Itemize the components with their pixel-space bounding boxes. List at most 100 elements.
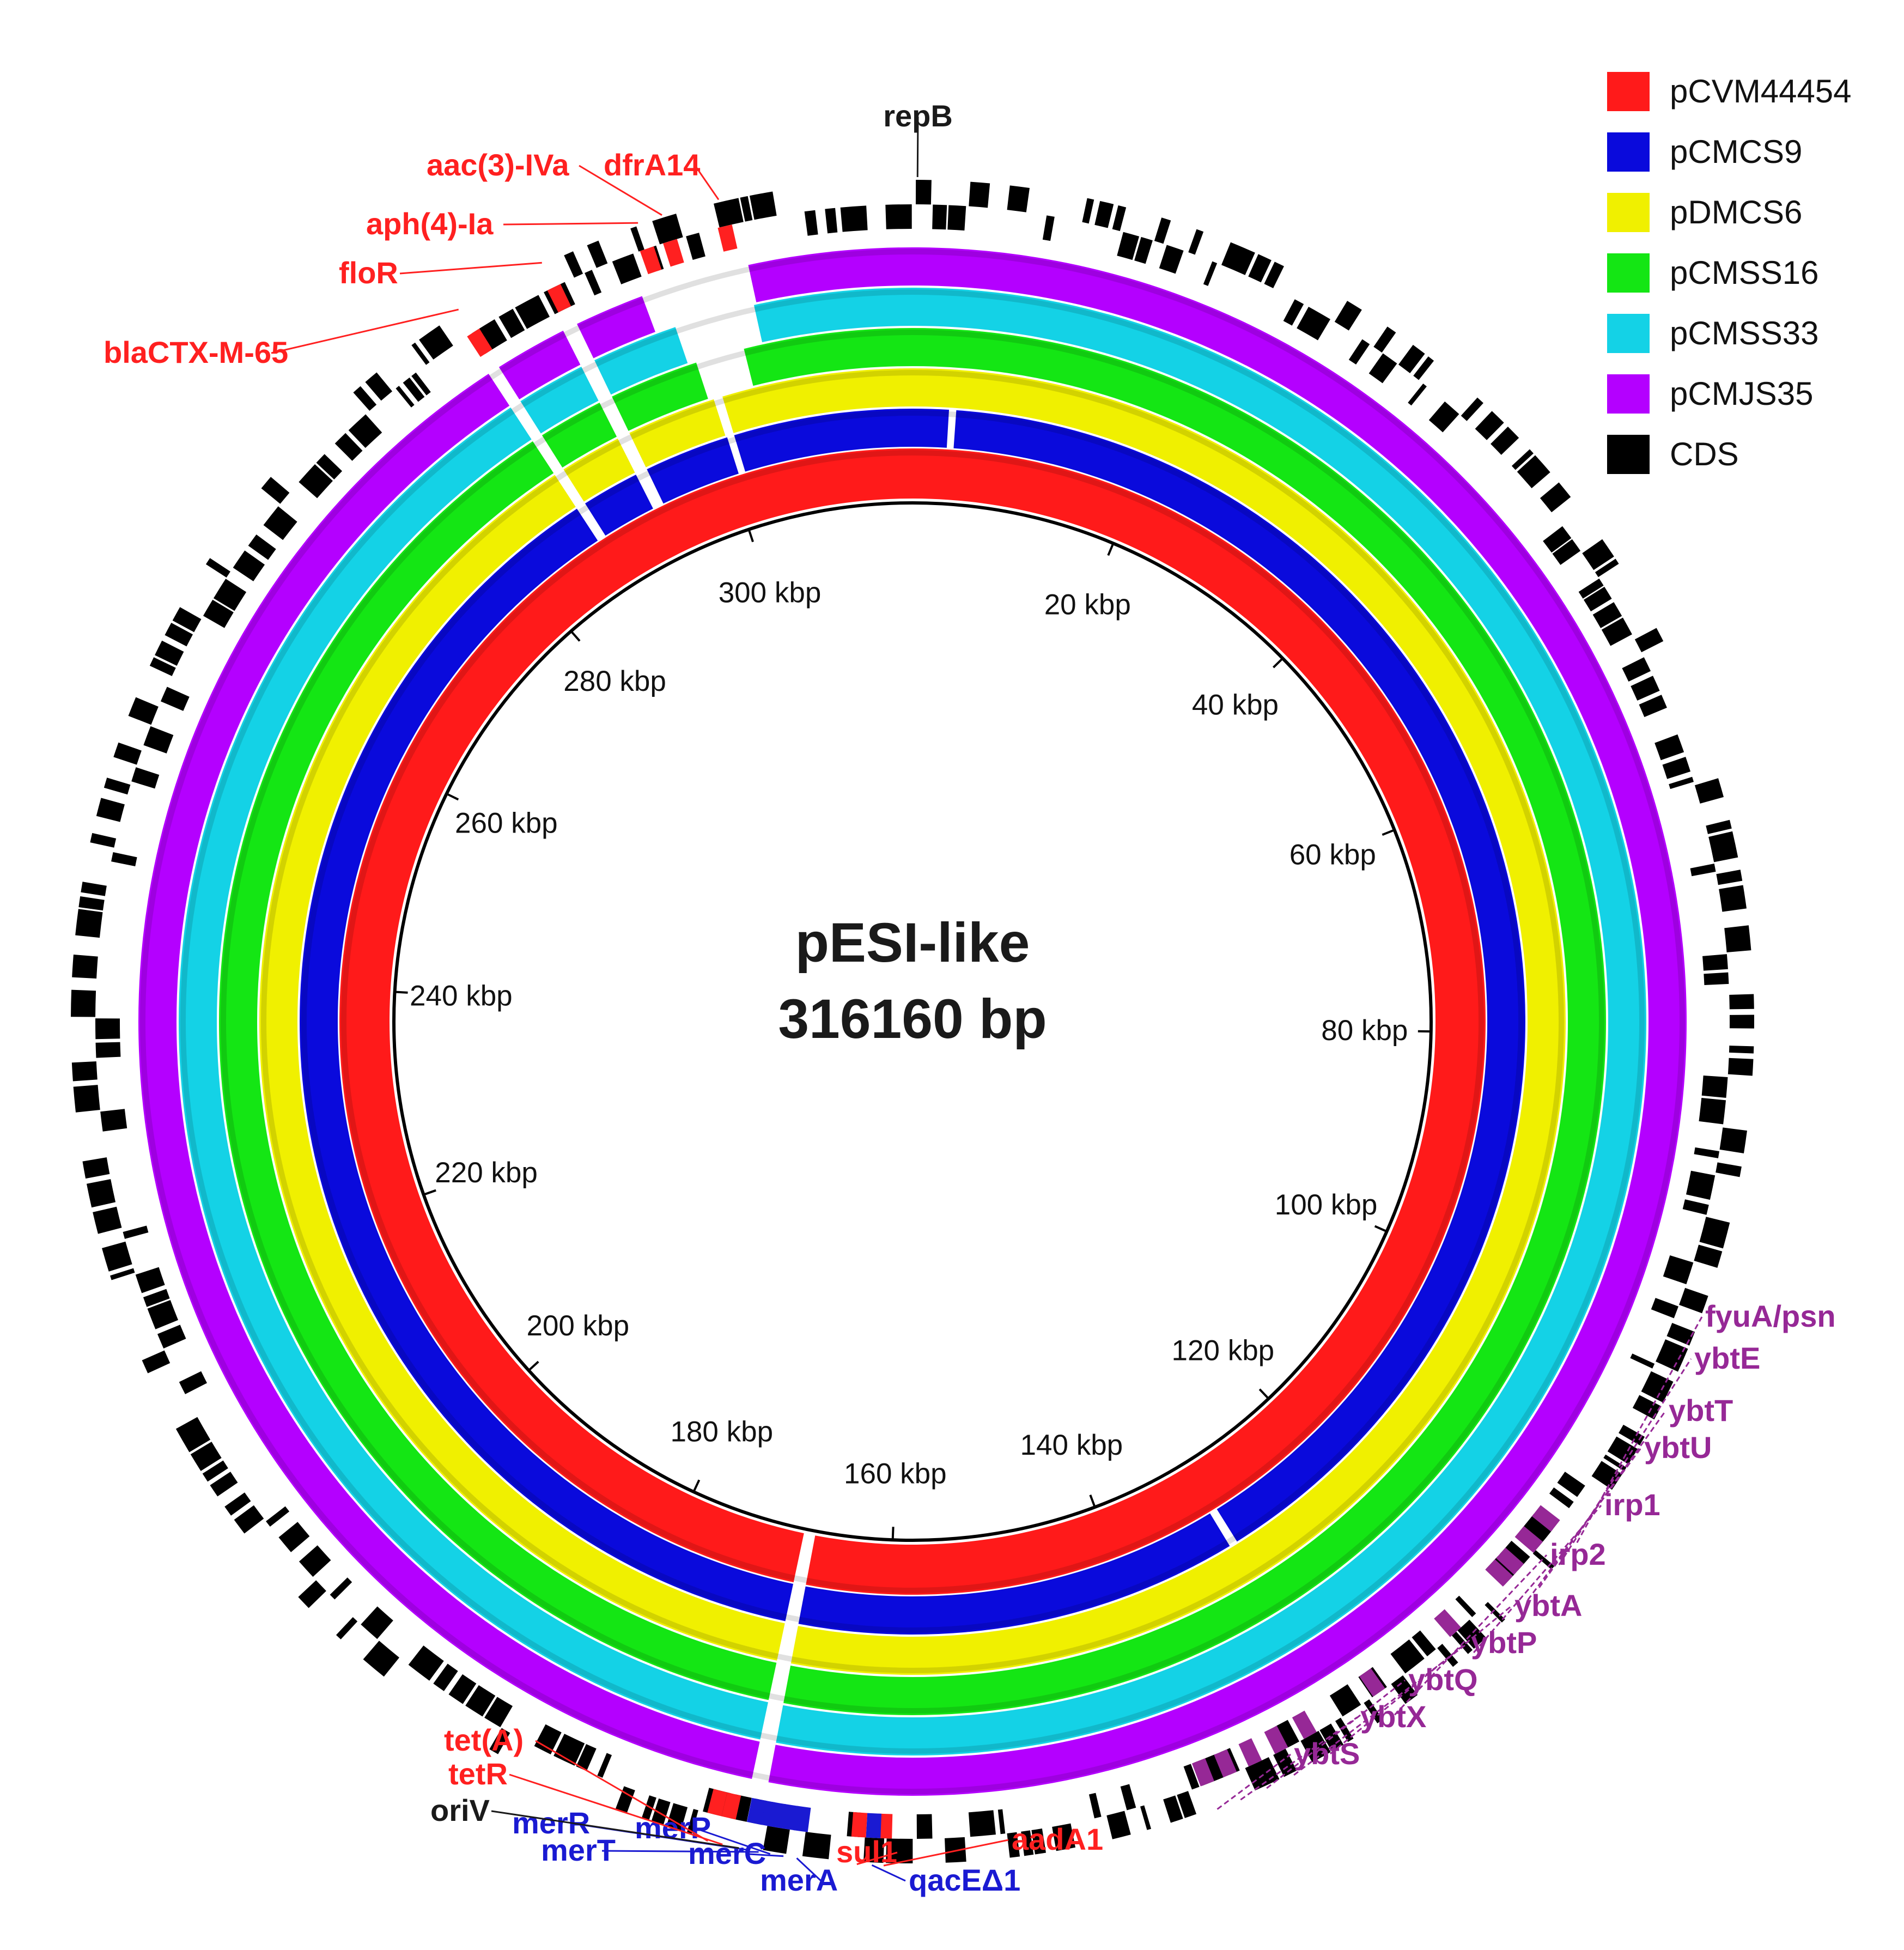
cds-block xyxy=(1390,1639,1425,1674)
cds-block xyxy=(165,623,193,647)
cds-block xyxy=(448,1674,477,1704)
cds-block xyxy=(1408,383,1427,406)
gene-marker xyxy=(717,224,738,252)
cds-block xyxy=(82,1157,110,1179)
gene-ybtA: ybtA xyxy=(1292,1588,1582,1760)
legend: pCVM44454 pCMCS9 pDMCS6 pCMSS16 pCMSS33 pCMJS… xyxy=(1607,72,1852,474)
cds-block xyxy=(411,372,431,396)
gene-sul1: sul1 xyxy=(836,1812,898,1869)
cds-block xyxy=(1117,232,1140,260)
gene-merT: merT xyxy=(541,1800,775,1867)
cds-block xyxy=(71,1061,98,1082)
gene-ybtE: ybtE xyxy=(1514,1341,1760,1565)
cds-block xyxy=(1583,586,1612,612)
cds-block xyxy=(947,205,966,231)
gene-label: sul1 xyxy=(836,1834,897,1869)
cds-block xyxy=(1549,1487,1574,1509)
cds-block xyxy=(863,1837,885,1863)
cds-block xyxy=(100,1109,127,1132)
cds-block xyxy=(1543,526,1572,553)
gene-label: irp1 xyxy=(1604,1487,1660,1522)
cds-block xyxy=(585,270,602,296)
cds-block xyxy=(330,1577,352,1600)
axis-tick xyxy=(1273,657,1283,669)
cds-block xyxy=(1694,778,1724,804)
cds-block xyxy=(804,210,818,236)
gene-leader-line xyxy=(856,1851,898,1866)
cds-block xyxy=(968,1810,996,1837)
gene-marker xyxy=(780,1803,799,1831)
cds-block xyxy=(1007,185,1030,212)
gene-ybtP: ybtP xyxy=(1264,1625,1537,1776)
cds-block xyxy=(263,506,297,540)
tick-label: 260 kbp xyxy=(455,807,558,839)
cds-block xyxy=(261,477,290,504)
cds-block xyxy=(298,1580,326,1608)
cds-block xyxy=(1297,306,1331,341)
cds-block xyxy=(916,1814,933,1839)
cds-block xyxy=(1607,1436,1638,1465)
cds-block xyxy=(179,1371,208,1394)
cds-block xyxy=(1052,1823,1076,1851)
legend-item: pCVM44454 xyxy=(1607,72,1852,111)
cds-block xyxy=(630,226,644,252)
cds-block xyxy=(203,599,234,628)
gene-label: ybtP xyxy=(1471,1625,1537,1660)
axis-tick xyxy=(1107,543,1115,556)
cds-block xyxy=(175,1417,211,1453)
gene-marker xyxy=(1359,1668,1385,1697)
legend-item: pCMSS33 xyxy=(1607,314,1818,353)
cds-block xyxy=(1082,198,1094,224)
cds-block xyxy=(1519,1514,1553,1547)
gene-leader-line xyxy=(871,1864,906,1882)
cds-block xyxy=(190,1442,222,1471)
cds-block xyxy=(1088,1793,1102,1819)
cds-block xyxy=(666,1803,688,1831)
gene-tet(A): tet(A) xyxy=(444,1723,727,1842)
gene-marker xyxy=(547,284,571,313)
blast-ring-segment xyxy=(798,1513,1230,1635)
legend-swatch xyxy=(1607,314,1650,353)
cds-block xyxy=(802,1832,831,1860)
cds-track xyxy=(71,180,1754,1864)
gene-leader-line xyxy=(1216,1753,1291,1810)
cds-block xyxy=(1651,1298,1678,1319)
cds-block xyxy=(1729,1015,1754,1029)
cds-block xyxy=(1662,757,1691,779)
gene-leader-line xyxy=(1473,1505,1602,1654)
gene-marker xyxy=(1531,1505,1560,1532)
gene-marker xyxy=(1191,1758,1214,1787)
gene-ybtS: ybtS xyxy=(1191,1736,1360,1810)
blast-rings xyxy=(138,247,1687,1796)
cds-block xyxy=(1582,539,1614,570)
gene-marker xyxy=(866,1813,882,1838)
gene-leader-line xyxy=(1558,1358,1692,1565)
cds-block xyxy=(1719,1127,1747,1153)
cds-block xyxy=(1412,1630,1436,1657)
blast-ring-segment xyxy=(577,296,655,359)
cds-block xyxy=(612,253,642,284)
cds-block xyxy=(75,909,103,938)
cds-block xyxy=(365,372,393,401)
legend-swatch xyxy=(1607,374,1650,414)
cds-block xyxy=(1398,344,1425,374)
gene-label: repB xyxy=(883,99,953,133)
gene-label: ybtE xyxy=(1694,1341,1760,1375)
gene-marker xyxy=(1496,1547,1524,1575)
cds-block xyxy=(932,204,947,230)
gene-label: tetR xyxy=(448,1757,508,1791)
cds-block xyxy=(1727,1058,1754,1076)
gene-leader-line xyxy=(491,1810,739,1849)
cds-block xyxy=(1140,1805,1152,1830)
cds-block xyxy=(587,240,608,268)
cds-block xyxy=(210,1472,238,1497)
cds-block xyxy=(885,204,912,229)
cds-block xyxy=(411,342,430,365)
gene-marker xyxy=(721,1792,741,1820)
cds-block xyxy=(1663,1255,1694,1285)
gene-leader-line xyxy=(1293,1642,1468,1776)
gene-leader-line xyxy=(694,165,720,201)
gene-label: aadA1 xyxy=(1012,1822,1103,1856)
cds-block xyxy=(1694,1244,1723,1268)
legend-label: pCMJS35 xyxy=(1670,375,1813,412)
